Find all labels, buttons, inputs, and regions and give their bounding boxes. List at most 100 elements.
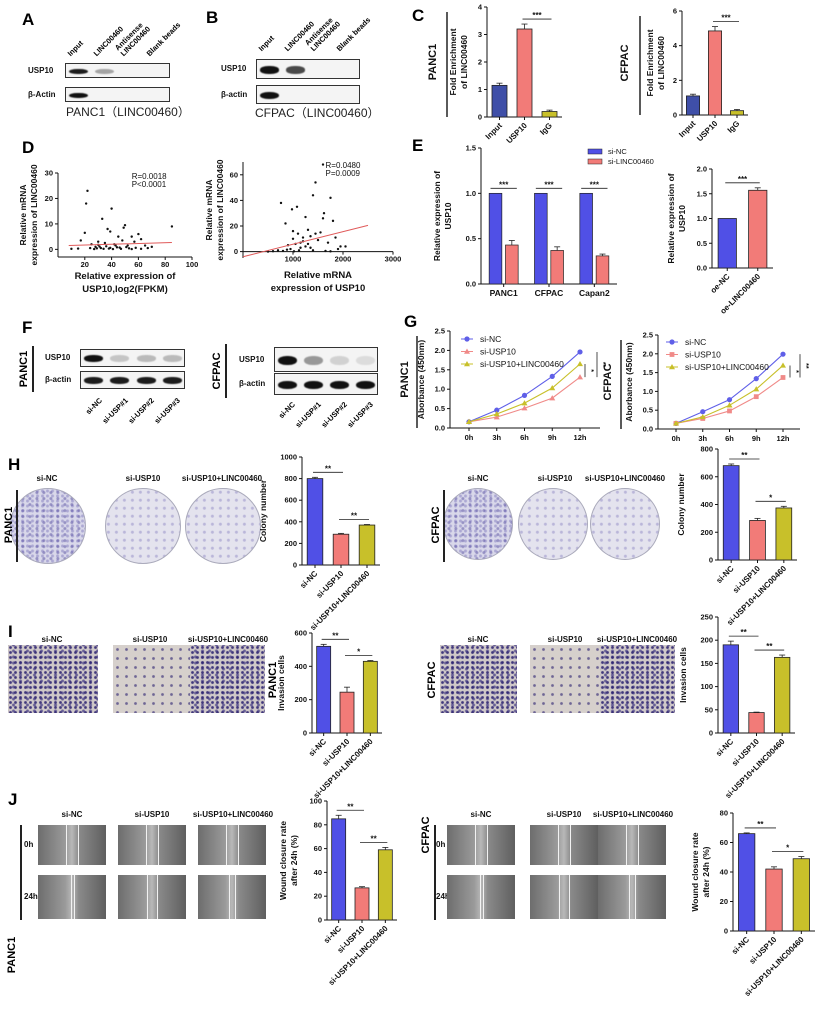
blot-row-label: β-actin xyxy=(239,379,266,388)
legend-label: si-LINC00460 xyxy=(608,157,654,166)
data-point xyxy=(103,241,107,245)
y-tick-label: 0.5 xyxy=(466,234,476,243)
wound-image xyxy=(198,875,266,919)
protein-band xyxy=(110,355,130,363)
protein-band xyxy=(136,377,156,385)
x-tick-label: 1000 xyxy=(285,255,302,264)
data-point xyxy=(296,232,300,235)
data-marker xyxy=(699,413,706,420)
bar-si-NC xyxy=(722,465,740,561)
y-tick-label: 80 xyxy=(314,820,322,829)
group-label: si-USP10+LINC00460 xyxy=(181,474,263,483)
y-tick-label: 0.0 xyxy=(435,424,445,433)
category-label: si-NC xyxy=(322,924,343,945)
bar-si-NC xyxy=(306,478,324,566)
bar-si-USP10+LINC00460 xyxy=(775,507,793,561)
y-tick-label: 2 xyxy=(673,76,677,85)
data-marker xyxy=(780,375,786,380)
y-axis-label: Colony number xyxy=(258,479,268,542)
x-tick-label: 20 xyxy=(81,260,89,269)
divider-line xyxy=(16,490,18,562)
x-tick-label: 80 xyxy=(161,260,169,269)
x-axis-label: Relative mRNA xyxy=(284,270,352,281)
significance-label: ** xyxy=(325,464,332,473)
data-point xyxy=(299,246,302,249)
protein-band xyxy=(69,68,89,75)
data-point xyxy=(316,238,320,242)
y-axis-label: Invasion cells xyxy=(678,647,688,703)
legend-label: si-NC xyxy=(685,337,706,347)
data-marker xyxy=(493,414,500,420)
wound-edge xyxy=(638,825,639,865)
y-tick-label: 1.5 xyxy=(697,189,707,198)
data-point xyxy=(329,196,332,200)
data-point xyxy=(276,249,280,252)
legend-label: si-USP10+LINC00460 xyxy=(480,359,564,369)
data-point xyxy=(292,250,296,253)
wound-edge xyxy=(629,875,630,919)
data-point xyxy=(111,247,115,251)
data-marker xyxy=(464,336,470,342)
wound-edge xyxy=(559,875,560,919)
bar-si-USP10+LINC00460 xyxy=(362,660,378,734)
data-marker xyxy=(549,385,556,391)
protein-band xyxy=(304,355,323,365)
y-tick-label: 2.0 xyxy=(435,346,445,355)
wound-image xyxy=(447,875,515,919)
protein-band xyxy=(260,91,279,99)
y-tick-label: 400 xyxy=(294,662,307,671)
group-label: si-USP10+LINC00460 xyxy=(192,810,274,819)
protein-band xyxy=(84,355,104,363)
y-tick-label: 0 xyxy=(303,729,307,738)
cell-line-label: PANC1 xyxy=(427,44,439,80)
category-label: Input xyxy=(484,121,504,141)
y-axis-label: after 24h (%) xyxy=(289,835,299,886)
legend-label: si-NC xyxy=(480,334,501,344)
bar-IgG xyxy=(541,111,558,118)
y-tick-label: 0 xyxy=(673,111,677,120)
data-point xyxy=(321,217,325,220)
significance-label: *** xyxy=(532,11,542,20)
data-point xyxy=(297,249,301,252)
bar-si-LINC00460 xyxy=(550,250,564,285)
x-axis-label: expression of USP10 xyxy=(271,283,366,294)
wound-edge xyxy=(558,825,559,865)
y-tick-label: 4 xyxy=(478,3,483,12)
bar-si-NC xyxy=(488,192,503,285)
y-tick-label: 30 xyxy=(45,169,53,178)
data-point xyxy=(322,212,326,215)
data-marker xyxy=(780,362,786,368)
bar-si-LINC00460 xyxy=(505,244,519,285)
category-label: USP10 xyxy=(695,119,720,144)
wound-edge xyxy=(147,875,148,919)
y-tick-label: 2.0 xyxy=(697,165,707,174)
y-axis-label: of LINC00460 xyxy=(459,35,469,89)
y-tick-label: 0.0 xyxy=(466,280,476,289)
protein-band xyxy=(330,355,349,365)
y-tick-label: 1.5 xyxy=(466,144,476,153)
y-axis-label: Relative mRNA xyxy=(204,180,214,241)
data-point xyxy=(109,246,112,250)
data-point xyxy=(314,181,317,184)
y-tick-label: 20 xyxy=(720,897,728,906)
regression-line xyxy=(242,224,369,258)
significance-label: ** xyxy=(599,362,606,368)
data-point xyxy=(344,245,347,248)
wound-image xyxy=(38,875,106,919)
data-marker xyxy=(753,376,759,382)
legend-label: si-USP10+LINC00460 xyxy=(685,362,769,372)
blot-row-label: USP10 xyxy=(45,353,71,362)
stat-annotation: R=0.0480 xyxy=(326,161,361,170)
panel-letter-i: I xyxy=(8,622,13,641)
data-point xyxy=(311,194,315,197)
wound-edge xyxy=(73,875,75,919)
y-axis-label: Wound closure rate xyxy=(690,832,700,911)
category-label: si-NC xyxy=(714,564,735,585)
data-point xyxy=(130,235,133,238)
bar-si-NC xyxy=(331,818,347,921)
panel-letter-h: H xyxy=(8,455,21,474)
bar-USP10 xyxy=(516,28,533,118)
y-tick-label: 1 xyxy=(478,85,482,94)
bar-si-LINC00460 xyxy=(595,255,610,285)
